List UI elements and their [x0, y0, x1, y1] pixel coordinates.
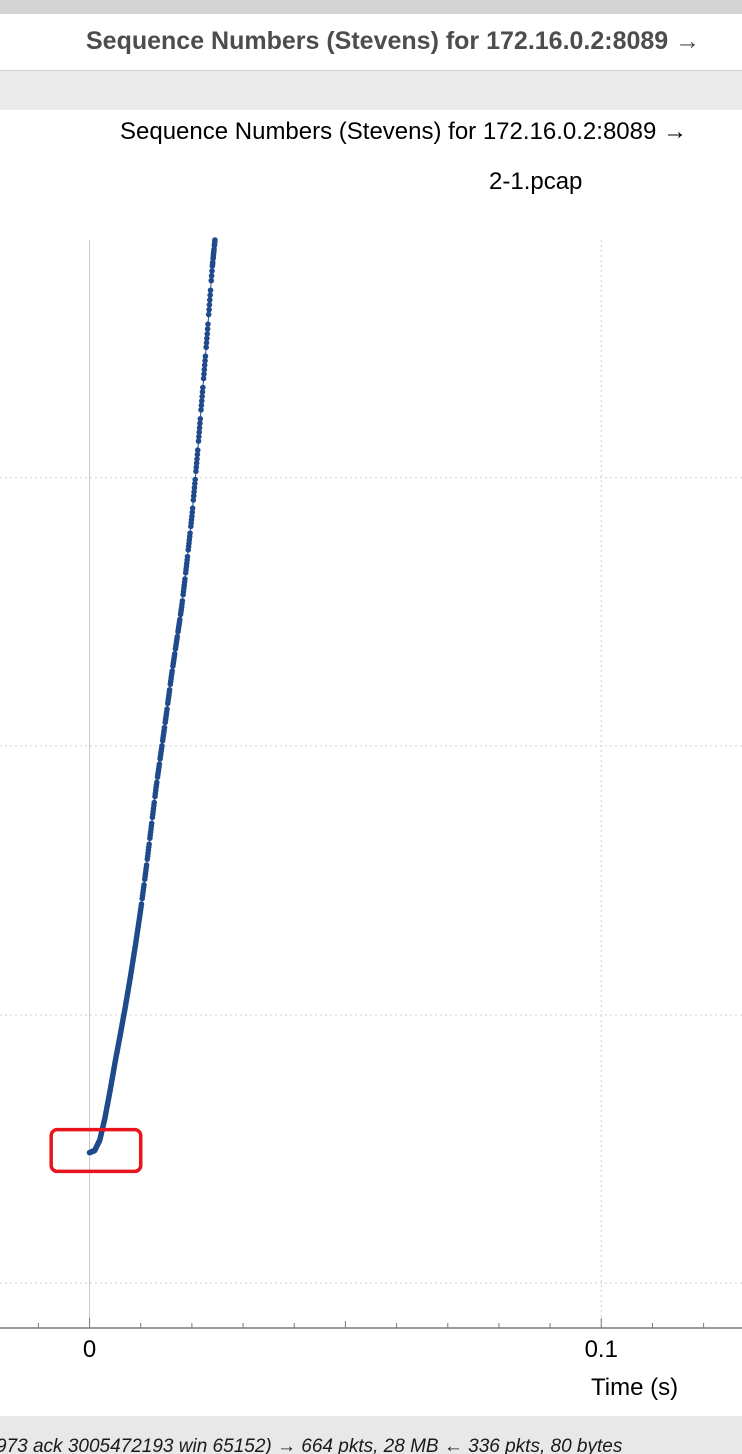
data-point	[200, 375, 207, 382]
data-point	[207, 292, 213, 298]
data-point	[203, 340, 210, 346]
data-point	[193, 460, 200, 466]
data-point	[177, 616, 183, 623]
window-titlebar: Sequence Numbers (Stevens) for 172.16.0.…	[0, 14, 742, 71]
data-point	[199, 389, 206, 395]
data-point	[196, 429, 203, 436]
data-point	[193, 464, 200, 471]
data-point	[205, 311, 212, 318]
data-point	[166, 686, 173, 693]
data-point	[191, 489, 197, 495]
data-point	[190, 497, 197, 503]
data-point	[191, 484, 198, 491]
x-axis-label: Time (s)	[591, 1374, 679, 1401]
data-point	[174, 633, 181, 640]
data-point	[192, 480, 198, 487]
data-point	[204, 331, 211, 337]
data-point	[200, 384, 206, 391]
data-point	[195, 438, 202, 444]
data-point	[148, 820, 155, 827]
data-point	[179, 598, 186, 604]
status-text: 973 ack 3005472193 win 65152) → 664 pkts…	[0, 1436, 623, 1454]
highlight-box	[49, 1127, 143, 1174]
data-point	[206, 302, 213, 308]
data-point	[202, 357, 208, 364]
data-point	[171, 651, 178, 657]
data-point	[205, 321, 211, 327]
data-point	[199, 393, 205, 400]
data-point	[138, 901, 145, 907]
data-point	[197, 416, 204, 422]
window-titlebar-edge	[0, 0, 742, 14]
plot-title: Sequence Numbers (Stevens) for 172.16.0.…	[120, 118, 687, 145]
data-point	[198, 402, 205, 409]
data-point	[189, 509, 196, 516]
data-point	[161, 724, 168, 731]
data-point	[198, 398, 205, 404]
status-bar: 973 ack 3005472193 win 65152) → 664 pkts…	[0, 1416, 742, 1454]
data-point	[201, 366, 208, 373]
data-point	[141, 881, 147, 888]
data-point	[208, 272, 215, 279]
data-point	[202, 353, 209, 360]
data-point	[189, 513, 195, 520]
data-point	[206, 306, 212, 313]
data-point	[190, 493, 197, 499]
data-point	[197, 420, 203, 427]
data-point	[196, 424, 203, 431]
data-point	[194, 447, 201, 453]
data-point	[189, 505, 196, 512]
data-point	[194, 456, 200, 462]
data-point	[203, 344, 209, 351]
data-point	[204, 326, 211, 332]
data-point	[169, 668, 175, 674]
toolbar-strip	[0, 71, 742, 110]
data-point	[194, 451, 201, 458]
plot-subtitle: 2-1.pcap	[489, 168, 583, 195]
data-point	[156, 761, 163, 767]
data-point	[204, 335, 210, 342]
data-point	[159, 743, 165, 749]
data-point	[207, 287, 214, 294]
data-point	[192, 476, 198, 483]
data-point	[208, 277, 215, 284]
data-point	[143, 862, 150, 868]
data-point	[193, 468, 199, 475]
data-point	[187, 530, 193, 536]
data-point	[146, 841, 152, 847]
data-point	[207, 297, 213, 303]
data-point	[198, 407, 204, 413]
data-point	[209, 268, 215, 274]
data-point	[151, 799, 158, 806]
data-point	[182, 576, 188, 582]
data-point	[201, 362, 208, 368]
x-tick-label: 0.1	[584, 1336, 618, 1363]
data-point	[196, 433, 202, 440]
data-point	[164, 706, 170, 712]
data-point	[201, 371, 207, 377]
series-line	[89, 239, 216, 1154]
window-title: Sequence Numbers (Stevens) for 172.16.0.…	[86, 27, 701, 55]
data-point	[154, 779, 160, 786]
data-point	[184, 553, 191, 560]
data-point	[212, 237, 218, 243]
x-tick-label: 0	[82, 1336, 97, 1363]
